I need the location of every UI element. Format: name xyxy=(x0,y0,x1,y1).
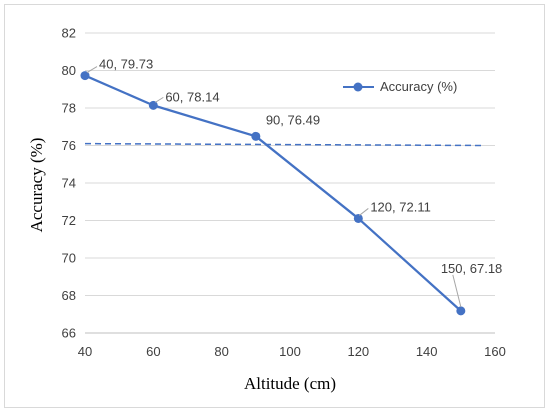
y-tick-66: 66 xyxy=(62,326,76,341)
data-label-leader-60 xyxy=(155,96,164,103)
data-label-leader-120 xyxy=(359,208,369,216)
data-label-40: 40, 79.73 xyxy=(99,57,153,72)
x-tick-120: 120 xyxy=(347,344,369,359)
data-point-150 xyxy=(456,306,466,316)
y-axis-title: Accuracy (%) xyxy=(27,138,46,233)
legend: Accuracy (%) xyxy=(343,79,457,94)
chart-frame xyxy=(4,4,545,408)
y-tick-82: 82 xyxy=(62,26,76,41)
data-label-leader-150 xyxy=(452,274,462,307)
x-tick-labels: 40 60 80 100 120 140 160 xyxy=(78,344,506,359)
y-tick-72: 72 xyxy=(62,213,76,228)
data-label-120: 120, 72.11 xyxy=(370,199,430,214)
y-tick-70: 70 xyxy=(62,251,76,266)
y-tick-76: 76 xyxy=(62,138,76,153)
x-tick-80: 80 xyxy=(214,344,228,359)
trendline-dashed xyxy=(84,142,485,147)
series-accuracy xyxy=(80,71,466,316)
x-axis-title: Altitude (cm) xyxy=(244,374,336,393)
data-label-leader-40 xyxy=(86,66,98,73)
y-tick-78: 78 xyxy=(62,101,76,116)
legend-marker xyxy=(353,82,363,92)
data-point-60 xyxy=(148,100,158,110)
x-tick-40: 40 xyxy=(78,344,92,359)
series-line xyxy=(84,74,462,312)
data-point-120 xyxy=(353,213,363,223)
data-label-150: 150, 67.18 xyxy=(441,261,502,276)
y-tick-80: 80 xyxy=(62,63,76,78)
x-tick-160: 160 xyxy=(484,344,506,359)
y-tick-68: 68 xyxy=(62,288,76,303)
data-point-90 xyxy=(251,131,261,141)
y-tick-74: 74 xyxy=(62,176,76,191)
data-labels: 40, 79.73 60, 78.14 90, 76.49 120, 72.11 150… xyxy=(86,57,502,307)
x-tick-60: 60 xyxy=(146,344,160,359)
legend-label: Accuracy (%) xyxy=(380,79,457,94)
data-label-60: 60, 78.14 xyxy=(165,89,219,104)
x-tick-100: 100 xyxy=(279,344,301,359)
trendline xyxy=(84,142,485,147)
data-point-40 xyxy=(80,71,90,81)
x-tick-140: 140 xyxy=(416,344,438,359)
data-label-90: 90, 76.49 xyxy=(266,112,320,127)
gridlines xyxy=(85,32,495,334)
y-tick-labels: 66 68 70 72 74 76 78 80 82 xyxy=(62,26,76,341)
